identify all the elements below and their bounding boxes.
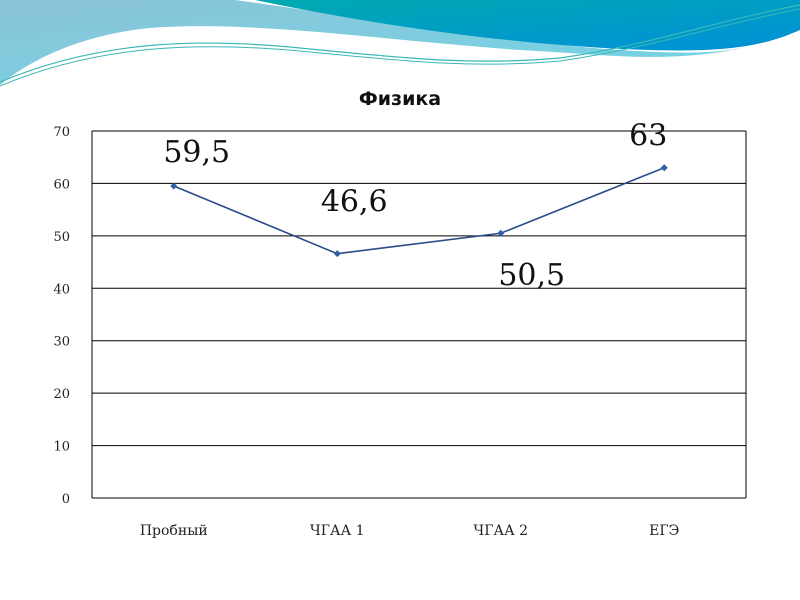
data-label: 46,6 [321,185,388,220]
y-tick-label: 30 [53,335,70,350]
data-point [660,164,668,172]
x-tick-label: Пробный [140,523,208,539]
data-point [333,250,341,258]
chart-title: Физика [358,88,442,110]
data-point [497,229,505,237]
y-tick-label: 10 [53,440,70,455]
y-tick-label: 20 [53,387,70,402]
series-line [173,166,665,255]
x-tick-label: ЕГЭ [649,523,679,539]
y-tick-label: 0 [62,492,70,507]
y-tick-label: 40 [53,282,70,297]
y-tick-label: 50 [53,230,70,245]
data-label: 59,5 [163,135,230,170]
y-tick-label: 70 [53,125,70,140]
data-point [170,182,178,190]
x-tick-label: ЧГАА 2 [473,523,528,539]
data-label: 50,5 [498,258,565,293]
x-tick-label: ЧГАА 1 [310,523,365,539]
data-label: 63 [629,119,667,154]
y-tick-label: 60 [53,177,70,192]
